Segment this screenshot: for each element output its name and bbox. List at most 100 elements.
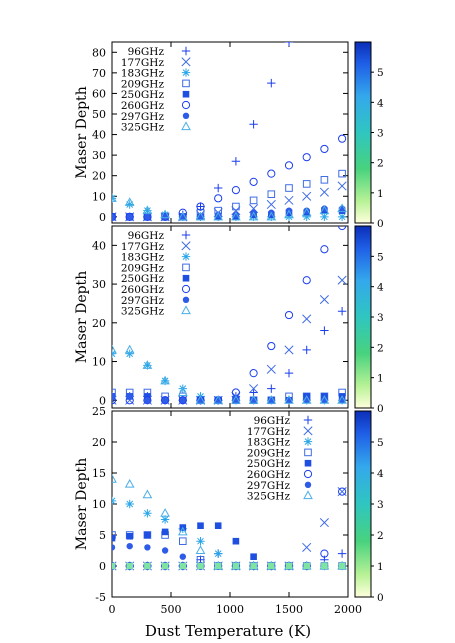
legend-marker xyxy=(182,274,190,282)
colorbar: 0 1 2 3 4 5 xyxy=(354,410,384,604)
data-point xyxy=(284,395,294,404)
colorbar-tick-label: 5 xyxy=(377,251,384,263)
legend-label: 177GHz xyxy=(121,241,165,253)
legend-label: 96GHz xyxy=(128,46,165,58)
data-point xyxy=(126,393,133,400)
data-point xyxy=(179,562,187,570)
data-point xyxy=(177,387,188,397)
data-point xyxy=(338,169,346,178)
data-point xyxy=(112,344,117,354)
data-point xyxy=(112,193,117,202)
data-point xyxy=(195,211,206,221)
y-tick-label: 20 xyxy=(92,170,106,183)
data-point xyxy=(231,395,241,404)
legend-label: 297GHz xyxy=(247,480,291,492)
legend-label: 260GHz xyxy=(121,100,165,112)
legend-marker xyxy=(181,46,191,56)
y-tick-label: 0 xyxy=(99,560,106,573)
data-point xyxy=(112,388,116,397)
legend-label: 177GHz xyxy=(247,426,291,438)
y-tick-label: 30 xyxy=(92,149,106,162)
legend-label: 183GHz xyxy=(121,68,165,80)
data-point xyxy=(179,553,186,560)
data-point xyxy=(179,397,186,404)
data-point xyxy=(195,395,206,404)
data-point xyxy=(284,368,294,378)
legend-marker xyxy=(303,426,313,436)
data-point xyxy=(266,395,277,404)
data-point xyxy=(160,376,170,386)
legend-marker xyxy=(182,263,190,272)
legend-label: 297GHz xyxy=(121,111,165,123)
data-points xyxy=(112,473,347,571)
data-point xyxy=(142,489,153,499)
data-point xyxy=(320,212,329,222)
y-tick-label: 50 xyxy=(92,108,106,121)
legend-label: 325GHz xyxy=(247,491,291,503)
data-point xyxy=(197,522,204,529)
data-point xyxy=(284,195,294,205)
legend-label: 183GHz xyxy=(247,437,291,449)
data-point xyxy=(142,360,153,369)
data-point xyxy=(160,508,170,517)
data-point xyxy=(126,532,133,540)
data-point xyxy=(267,341,276,351)
y-tick-label: -5 xyxy=(95,591,106,604)
legend-marker xyxy=(303,415,313,425)
data-point xyxy=(321,562,328,570)
data-point xyxy=(195,545,206,554)
y-tick-label: 0 xyxy=(99,211,106,224)
data-point xyxy=(112,393,116,400)
data-point xyxy=(337,549,347,558)
data-point xyxy=(143,361,152,370)
colorbar: 0 1 2 3 4 5 xyxy=(354,225,384,415)
legend: 96GHz177GHz183GHz209GHz250GHz260GHz297GH… xyxy=(121,46,191,134)
y-axis-label: Maser Depth xyxy=(74,271,90,363)
data-point xyxy=(196,202,205,211)
legend-label: 297GHz xyxy=(121,295,165,307)
data-point xyxy=(112,473,117,483)
legend-label: 250GHz xyxy=(247,458,291,470)
data-point xyxy=(338,134,347,143)
data-point xyxy=(125,200,134,209)
data-point xyxy=(249,177,258,186)
y-tick-label: 30 xyxy=(92,278,106,291)
data-point xyxy=(161,547,169,554)
series-baseline xyxy=(112,562,346,570)
legend-label: 209GHz xyxy=(121,78,165,90)
data-point xyxy=(160,515,170,524)
data-point xyxy=(161,562,169,570)
data-point xyxy=(266,364,276,374)
legend-marker xyxy=(181,230,191,240)
data-point xyxy=(284,212,294,222)
data-point xyxy=(143,561,152,571)
data-point xyxy=(231,211,241,221)
legend-marker xyxy=(182,79,190,88)
data-point xyxy=(161,561,170,571)
data-point xyxy=(266,211,277,221)
data-point xyxy=(231,185,240,195)
data-point xyxy=(337,212,347,222)
legend-label: 209GHz xyxy=(247,447,291,459)
legend-marker xyxy=(181,241,191,251)
data-point xyxy=(143,396,152,405)
series-325ghz xyxy=(112,193,347,221)
data-point xyxy=(112,213,116,221)
data-point xyxy=(231,157,241,166)
data-point xyxy=(302,153,311,162)
legend: 96GHz177GHz183GHz209GHz250GHz260GHz297GH… xyxy=(247,415,313,503)
data-point xyxy=(160,375,170,385)
data-point xyxy=(196,561,205,571)
data-point xyxy=(249,196,258,205)
y-tick-label: 5 xyxy=(99,529,106,542)
legend-marker xyxy=(181,284,191,294)
y-tick-label: 20 xyxy=(92,436,106,449)
legend-label: 183GHz xyxy=(121,252,165,264)
data-point xyxy=(214,549,223,558)
data-point xyxy=(337,181,347,191)
data-point xyxy=(337,395,347,404)
data-points xyxy=(112,226,347,405)
data-point xyxy=(178,396,187,405)
data-point xyxy=(161,528,169,536)
data-point xyxy=(125,349,134,358)
